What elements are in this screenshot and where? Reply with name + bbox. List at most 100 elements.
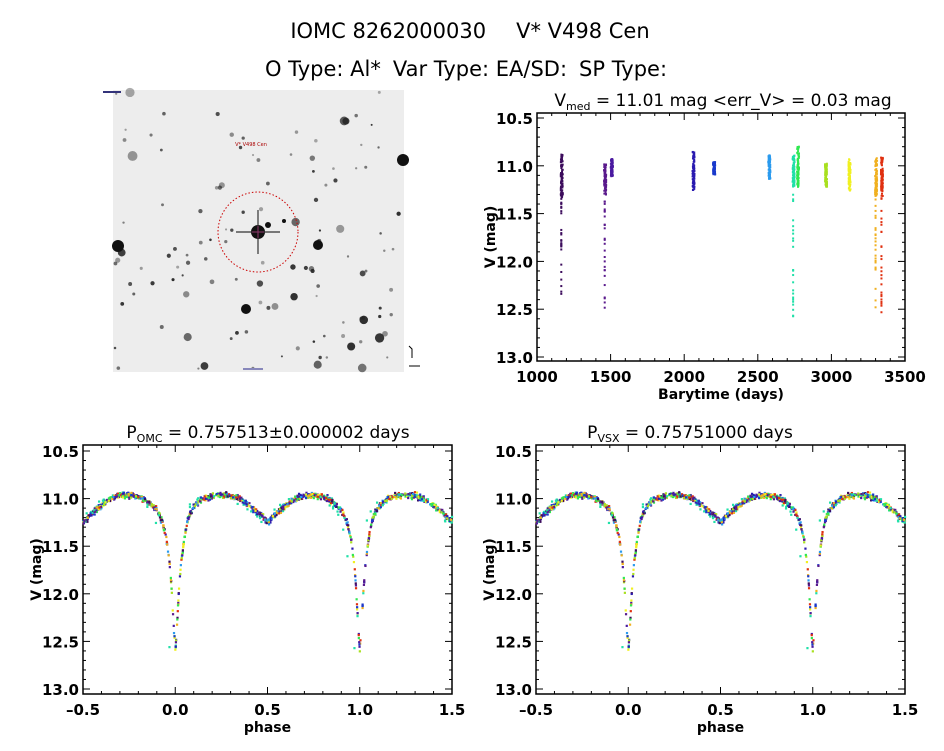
data-point [278, 503, 282, 506]
data-point [559, 187, 562, 190]
data-point [295, 495, 299, 499]
data-point [792, 237, 795, 240]
data-point [866, 491, 870, 494]
y-tick-label: 12.0 [496, 253, 533, 271]
compass-icon [408, 345, 420, 367]
data-point [656, 495, 659, 498]
data-point [672, 493, 675, 496]
data-point [352, 560, 356, 564]
data-point [631, 575, 635, 578]
data-point [675, 492, 678, 495]
data-point [560, 285, 563, 288]
data-point [385, 501, 388, 504]
data-point [603, 202, 606, 205]
data-point [597, 498, 600, 501]
data-point [874, 227, 877, 230]
data-point [875, 497, 878, 500]
data-point [354, 575, 357, 578]
data-point [616, 531, 619, 535]
data-point [92, 513, 95, 516]
star [149, 133, 153, 137]
data-point [450, 521, 453, 524]
data-point [357, 636, 360, 640]
data-point [546, 510, 549, 514]
star [360, 143, 363, 147]
plot-title: POMC = 0.757513±0.000002 days [126, 423, 409, 445]
data-point [183, 535, 187, 538]
star [374, 333, 385, 343]
phase-plot-omc: POMC = 0.757513±0.000002 days–0.5 0.0 0.5 1… [29, 423, 465, 736]
data-point [235, 494, 238, 497]
data-point [801, 532, 804, 535]
data-point [142, 499, 145, 502]
data-point [352, 555, 355, 558]
phase-plot-vsx: PVSX = 0.75751000 days–0.5 0.0 0.5 1.0 1.510… [482, 423, 918, 736]
data-point [419, 497, 422, 500]
data-point [599, 503, 602, 506]
data-point [874, 168, 877, 171]
data-point [864, 495, 867, 498]
data-point [622, 579, 626, 582]
data-point [346, 525, 349, 528]
data-point [798, 522, 801, 525]
data-point [874, 173, 877, 176]
data-point [807, 582, 810, 585]
data-point [825, 513, 828, 516]
data-point [445, 513, 448, 516]
data-point [86, 518, 89, 521]
data-point [867, 493, 870, 497]
data-point [747, 495, 750, 498]
star [265, 181, 270, 186]
data-point [797, 153, 800, 156]
data-point [144, 498, 147, 501]
data-point [740, 504, 743, 507]
data-point [550, 500, 554, 503]
data-point [791, 171, 794, 174]
data-point [215, 492, 219, 496]
data-point [134, 497, 137, 500]
data-point [282, 503, 285, 506]
data-point [225, 491, 228, 494]
data-point [767, 164, 770, 167]
data-point [847, 164, 850, 167]
data-point [874, 287, 877, 290]
star [389, 312, 393, 317]
data-point [845, 496, 848, 499]
data-point [796, 183, 799, 186]
data-point [818, 550, 822, 554]
data-point [726, 508, 729, 511]
data-point [561, 184, 564, 187]
data-point [235, 497, 238, 501]
data-point [560, 499, 563, 502]
data-point [791, 166, 794, 169]
data-point [447, 518, 451, 522]
data-point [187, 516, 191, 519]
data-point [792, 281, 795, 284]
data-point [603, 269, 606, 272]
data-point [880, 189, 883, 192]
data-point [424, 500, 428, 504]
data-point [693, 177, 696, 180]
data-point [298, 494, 301, 497]
y-tick-label: 11.5 [495, 538, 532, 556]
data-point [194, 503, 198, 506]
y-tick-label: 11.0 [42, 491, 79, 509]
star [132, 292, 136, 296]
data-point [252, 509, 255, 512]
data-point [397, 494, 400, 497]
data-point [832, 502, 835, 505]
data-point [97, 500, 101, 503]
data-point [713, 520, 716, 524]
data-point [561, 194, 564, 197]
data-point [709, 515, 712, 518]
object-id: IOMC 8262000030 [290, 19, 486, 43]
data-point [311, 493, 314, 496]
data-point [797, 162, 800, 165]
data-point [793, 155, 796, 158]
data-point [601, 500, 604, 503]
data-point [645, 506, 648, 510]
data-point [724, 515, 727, 518]
data-point [722, 521, 725, 524]
data-point [554, 502, 558, 505]
data-point [848, 175, 851, 178]
